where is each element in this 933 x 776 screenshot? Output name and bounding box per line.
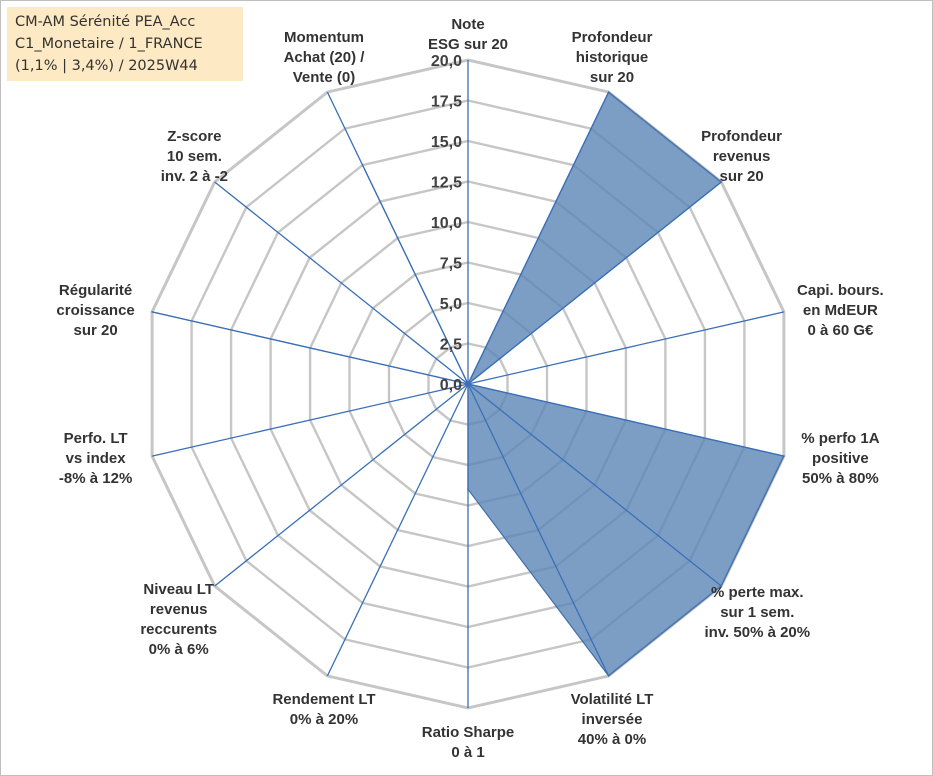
axis-label: Profondeur revenus sur 20 bbox=[701, 128, 782, 185]
axis-label-line: Profondeur bbox=[572, 29, 653, 46]
axis-label-line: sur 20 bbox=[719, 168, 763, 185]
data-point bbox=[783, 455, 785, 457]
axis-label: Ratio Sharpe 0 à 1 bbox=[422, 724, 515, 761]
axis-spoke bbox=[151, 311, 469, 385]
axis-spoke bbox=[326, 383, 469, 677]
axis-spoke bbox=[467, 383, 722, 587]
fund-stats: (1,1% | 3,4%) / 2025W44 bbox=[15, 58, 198, 74]
axis-label-line: Z-score bbox=[167, 128, 221, 145]
axis-label-line: sur 20 bbox=[73, 322, 117, 339]
axis-label-line: revenus bbox=[713, 148, 771, 165]
axis-label-line: % perfo 1A bbox=[801, 430, 880, 447]
axis-spoke bbox=[214, 383, 469, 587]
tick-label: 17,5 bbox=[431, 94, 462, 111]
axis-label: Capi. bours. en MdEUR 0 à 60 G€ bbox=[797, 282, 884, 339]
data-point bbox=[607, 91, 610, 93]
tick-label: 0,0 bbox=[440, 377, 462, 394]
axis-label-line: sur 20 bbox=[590, 69, 634, 86]
axis-label-line: Momentum bbox=[284, 29, 364, 46]
fund-name: CM-AM Sérénité PEA_Acc bbox=[15, 14, 196, 30]
axis-label-line: -8% à 12% bbox=[59, 470, 132, 487]
data-point bbox=[607, 675, 610, 677]
axis-label: Profondeur historique sur 20 bbox=[572, 29, 653, 86]
axis-label-line: Perfo. LT bbox=[64, 430, 128, 447]
axis-spoke bbox=[467, 383, 785, 457]
axis-label-line: reccurents bbox=[140, 621, 217, 638]
axis-label-line: en MdEUR bbox=[803, 302, 878, 319]
axis-label-line: Capi. bours. bbox=[797, 282, 884, 299]
axis-label-line: positive bbox=[812, 450, 869, 467]
axis-spoke bbox=[467, 91, 610, 385]
axis-label: Volatilité LT inversée 40% à 0% bbox=[571, 691, 654, 748]
axis-label-line: Régularité bbox=[59, 282, 132, 299]
axis-spoke bbox=[467, 181, 722, 385]
axis-label-line: Vente (0) bbox=[293, 69, 356, 86]
axis-spoke bbox=[467, 383, 610, 677]
axis-label-line: Achat (20) / bbox=[284, 49, 366, 66]
axis-label-line: inversée bbox=[582, 711, 643, 728]
axis-label-line: Note bbox=[451, 16, 484, 33]
axis-label-line: sur 1 sem. bbox=[720, 604, 794, 621]
axis-label: Perfo. LT vs index -8% à 12% bbox=[59, 430, 132, 487]
data-point bbox=[467, 383, 469, 385]
tick-label: 20,0 bbox=[431, 53, 462, 70]
data-point bbox=[720, 585, 723, 587]
axis-label-line: 0 à 1 bbox=[451, 744, 484, 761]
axis-label-line: revenus bbox=[150, 601, 208, 618]
tick-label: 7,5 bbox=[440, 256, 462, 273]
axis-label: % perfo 1A positive 50% à 80% bbox=[801, 430, 880, 487]
axis-label-line: Volatilité LT bbox=[571, 691, 654, 708]
axis-label-line: 10 sem. bbox=[167, 148, 222, 165]
tick-label: 12,5 bbox=[431, 175, 462, 192]
data-point bbox=[151, 311, 153, 313]
data-point bbox=[361, 164, 364, 166]
axis-label-line: % perte max. bbox=[711, 584, 804, 601]
fund-category: C1_Monetaire / 1_FRANCE bbox=[15, 36, 203, 52]
axis-spoke bbox=[326, 91, 469, 385]
axis-label-line: historique bbox=[576, 49, 649, 66]
axis-label-line: 0 à 60 G€ bbox=[807, 322, 874, 339]
axis-label-line: Profondeur bbox=[701, 128, 782, 145]
tick-label: 5,0 bbox=[440, 296, 462, 313]
axis-label-line: inv. 50% à 20% bbox=[704, 624, 810, 641]
tick-label: 2,5 bbox=[440, 337, 462, 354]
axis-label-line: Ratio Sharpe bbox=[422, 724, 515, 741]
axis-label: % perte max. sur 1 sem. inv. 50% à 20% bbox=[704, 584, 810, 641]
axis-label-line: 40% à 0% bbox=[578, 731, 646, 748]
axis-label-line: Rendement LT bbox=[272, 691, 375, 708]
axis-spoke bbox=[467, 311, 785, 385]
axis-label: Z-score 10 sem. inv. 2 à -2 bbox=[161, 128, 228, 185]
axis-label: Note ESG sur 20 bbox=[428, 16, 508, 53]
axis-spoke bbox=[151, 383, 469, 457]
axis-label: Régularité croissance sur 20 bbox=[56, 282, 134, 339]
axis-label: Rendement LT 0% à 20% bbox=[272, 691, 375, 728]
axis-label-line: vs index bbox=[66, 450, 127, 467]
tick-label: 10,0 bbox=[431, 215, 462, 232]
axis-label-line: croissance bbox=[56, 302, 134, 319]
axis-label-line: 0% à 20% bbox=[290, 711, 358, 728]
tick-label: 15,0 bbox=[431, 134, 462, 151]
fund-info-box: CM-AM Sérénité PEA_Acc C1_Monetaire / 1_… bbox=[7, 7, 243, 81]
axis-label-line: 0% à 6% bbox=[149, 641, 209, 658]
axis-label-line: ESG sur 20 bbox=[428, 36, 508, 53]
data-point bbox=[720, 181, 723, 183]
axis-label-line: Niveau LT bbox=[143, 581, 214, 598]
axis-label-line: 50% à 80% bbox=[802, 470, 879, 487]
axis-spoke bbox=[214, 181, 469, 385]
data-point bbox=[467, 488, 469, 491]
axis-label: Momentum Achat (20) / Vente (0) bbox=[284, 29, 366, 86]
axis-label-line: inv. 2 à -2 bbox=[161, 168, 228, 185]
axis-label: Niveau LT revenus reccurents 0% à 6% bbox=[140, 581, 217, 658]
